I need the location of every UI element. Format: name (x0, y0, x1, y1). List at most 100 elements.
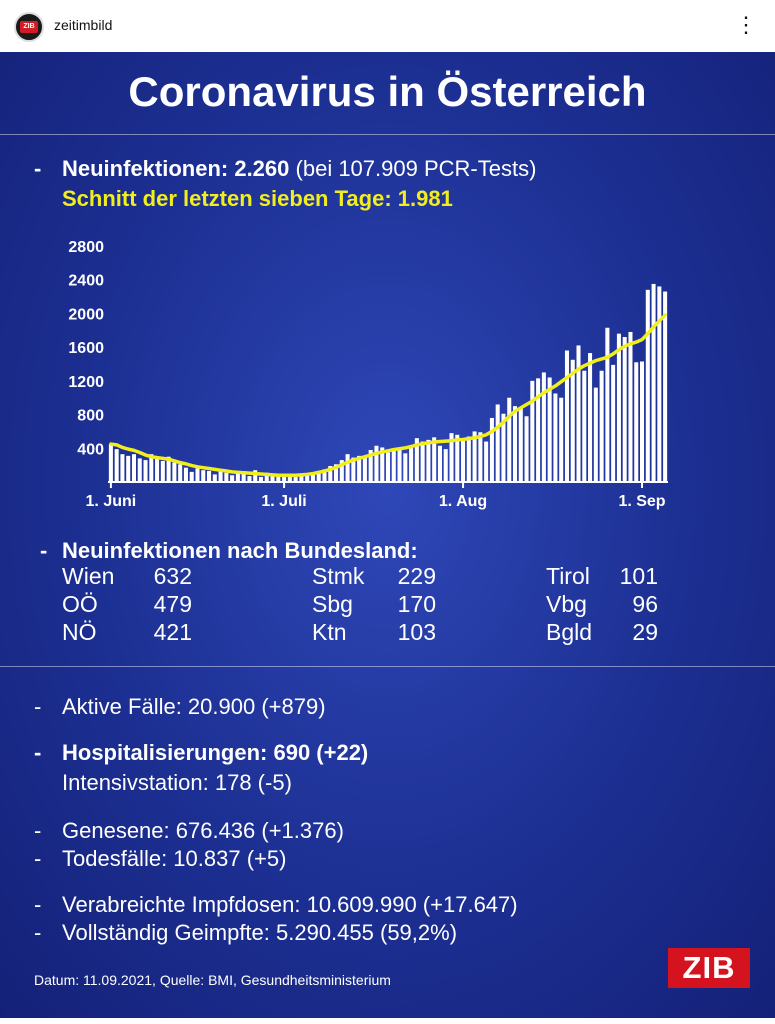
bar (380, 447, 385, 482)
bar (553, 393, 558, 482)
x-tick-label: 1. Juli (261, 493, 306, 510)
bar (518, 406, 523, 482)
bar (449, 433, 454, 482)
bar (559, 397, 564, 482)
bar (120, 454, 125, 482)
bar (374, 445, 379, 482)
bullet-dash: - (40, 538, 48, 563)
infections-chart: 2800 2400 2000 1600 1200 800 400 1. Juni 1. Juli… (68, 239, 668, 510)
bar (385, 452, 391, 482)
bar (207, 471, 212, 482)
bar (391, 450, 396, 482)
x-tick-label: 1. Aug (439, 493, 487, 510)
bar (201, 470, 206, 482)
state-name: Sbg (312, 591, 353, 617)
state-name: Tirol (546, 563, 590, 589)
bar (143, 460, 148, 482)
more-options-icon[interactable]: ⋮ (735, 12, 757, 37)
instagram-header: ZIB zeitimbild ⋮ (0, 0, 775, 52)
bar (414, 438, 419, 482)
bar (634, 362, 639, 482)
bundesland-heading: Neuinfektionen nach Bundesland: (62, 538, 418, 563)
infographic-panel: Coronavirus in Österreich - Neuinfektion… (0, 52, 775, 1018)
page-title: Coronavirus in Österreich (128, 68, 647, 115)
bar (316, 471, 321, 482)
bar (536, 378, 541, 482)
bar (455, 434, 460, 482)
seven-day-average: Schnitt der letzten sieben Tage: 1.981 (62, 186, 453, 211)
state-value: 479 (153, 591, 192, 617)
bar (218, 469, 223, 482)
seven-day-average-line (109, 313, 667, 478)
state-value: 170 (397, 591, 436, 617)
bar (310, 472, 315, 482)
bullet-dash: - (34, 740, 42, 765)
bar (166, 456, 171, 482)
divider-top (0, 134, 775, 135)
state-name: OÖ (62, 591, 98, 617)
username-link[interactable]: zeitimbild (54, 17, 113, 33)
bar (183, 467, 188, 482)
bullet-dash: - (34, 846, 42, 871)
x-tick-label: 1. Juni (86, 493, 137, 510)
vaccine-doses: Verabreichte Impfdosen: 10.609.990 (+17.… (62, 892, 518, 917)
state-value: 29 (632, 619, 658, 645)
bar (155, 457, 160, 482)
pcr-tests-text: (bei 107.909 PCR-Tests) (295, 156, 537, 181)
source-footer: Datum: 11.09.2021, Quelle: BMI, Gesundhe… (34, 972, 391, 988)
divider-middle (0, 666, 775, 667)
state-name: Ktn (312, 619, 347, 645)
y-tick-label: 800 (77, 408, 104, 425)
bar (345, 454, 350, 482)
state-value: 96 (632, 591, 658, 617)
bar (432, 437, 437, 482)
y-tick-label: 400 (77, 441, 104, 458)
bar (299, 475, 304, 482)
state-value: 229 (397, 563, 436, 589)
bar (270, 474, 275, 482)
bar (368, 449, 373, 482)
bar (264, 472, 269, 482)
y-tick-label: 1600 (68, 340, 104, 357)
bar (484, 441, 489, 482)
bar (466, 436, 471, 482)
bar (461, 440, 466, 482)
bar (530, 380, 535, 482)
state-name: Vbg (546, 591, 587, 617)
bar (507, 397, 512, 482)
recovered: Genesene: 676.436 (+1.376) (62, 818, 344, 843)
new-infections-line: Neuinfektionen: 2.260 (bei 107.909 PCR-T… (62, 156, 536, 182)
bar (443, 449, 448, 482)
x-tick-label: 1. Sep (618, 493, 665, 510)
bar (195, 468, 200, 482)
bar (570, 359, 575, 482)
bar (339, 460, 344, 482)
bar (588, 353, 593, 482)
y-tick-label: 2800 (68, 239, 104, 256)
state-value: 632 (153, 563, 192, 589)
bar (131, 454, 136, 482)
bar (328, 465, 333, 482)
bar (593, 387, 598, 482)
bar (541, 372, 546, 482)
bar (489, 417, 494, 482)
bundesland-col-1: Wien 632 OÖ 479 NÖ 421 (62, 562, 192, 646)
bar (657, 286, 662, 482)
fully-vaccinated: Vollständig Geimpfte: 5.290.455 (59,2%) (62, 920, 458, 945)
y-tick-label: 1200 (68, 374, 104, 391)
icu: Intensivstation: 178 (-5) (62, 770, 292, 795)
bar (114, 449, 119, 482)
bar (178, 464, 183, 482)
bar (287, 476, 292, 482)
bar (426, 439, 431, 482)
bar (409, 447, 414, 482)
zib-logo: ZIB (668, 948, 750, 988)
bar (611, 364, 616, 482)
avatar[interactable]: ZIB (14, 12, 44, 42)
bar (564, 350, 569, 482)
bar (576, 345, 581, 482)
state-value: 103 (397, 619, 436, 645)
bar (512, 406, 518, 482)
bar (293, 476, 298, 482)
deaths: Todesfälle: 10.837 (+5) (62, 846, 287, 871)
